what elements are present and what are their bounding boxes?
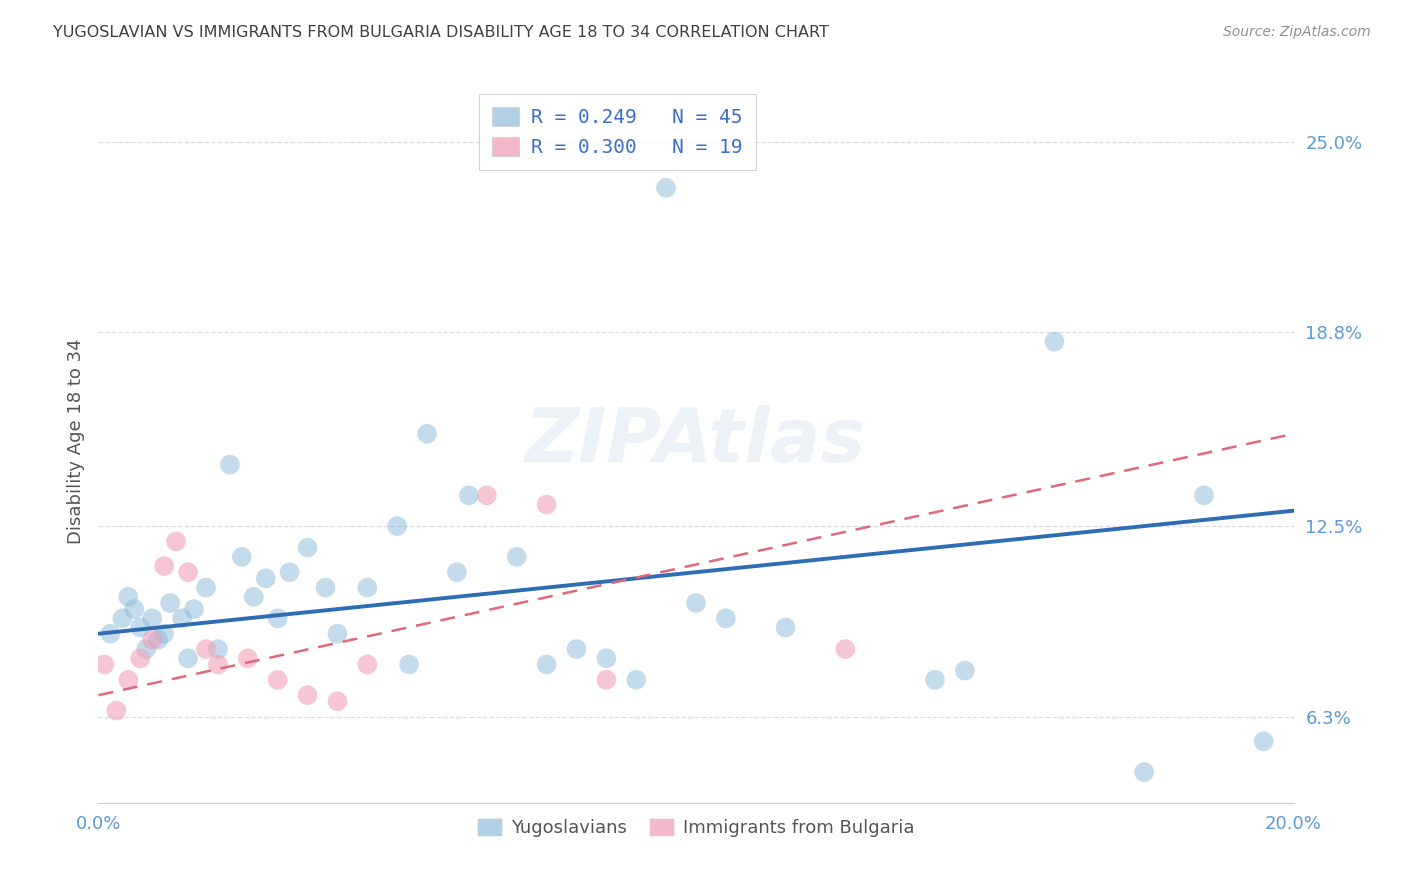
- Point: [1043, 334, 1066, 349]
- Point: [207, 657, 229, 672]
- Point: [356, 581, 378, 595]
- Point: [924, 673, 946, 687]
- Point: [398, 657, 420, 672]
- Point: [326, 694, 349, 708]
- Point: [172, 611, 194, 625]
- Point: [165, 534, 187, 549]
- Point: [834, 642, 856, 657]
- Point: [124, 602, 146, 616]
- Point: [536, 657, 558, 672]
- Point: [506, 549, 529, 564]
- Point: [267, 611, 290, 625]
- Point: [141, 611, 163, 625]
- Point: [177, 565, 200, 579]
- Point: [117, 673, 139, 687]
- Point: [236, 651, 259, 665]
- Point: [458, 488, 481, 502]
- Point: [195, 642, 218, 657]
- Legend: R = 0.249   N = 45, R = 0.300   N = 19: R = 0.249 N = 45, R = 0.300 N = 19: [478, 94, 756, 170]
- Point: [141, 632, 163, 647]
- Point: [231, 549, 253, 564]
- Point: [475, 488, 498, 502]
- Point: [135, 642, 157, 657]
- Point: [254, 571, 277, 585]
- Point: [626, 673, 648, 687]
- Point: [536, 498, 558, 512]
- Point: [183, 602, 205, 616]
- Point: [153, 626, 176, 640]
- Point: [177, 651, 200, 665]
- Text: ZIPAtlas: ZIPAtlas: [526, 405, 866, 478]
- Y-axis label: Disability Age 18 to 34: Disability Age 18 to 34: [66, 339, 84, 544]
- Point: [953, 664, 976, 678]
- Point: [595, 673, 617, 687]
- Point: [195, 581, 218, 595]
- Point: [685, 596, 707, 610]
- Point: [326, 626, 349, 640]
- Point: [297, 541, 319, 555]
- Point: [98, 626, 122, 640]
- Point: [595, 651, 617, 665]
- Point: [117, 590, 139, 604]
- Point: [105, 704, 128, 718]
- Point: [446, 565, 468, 579]
- Text: Source: ZipAtlas.com: Source: ZipAtlas.com: [1223, 25, 1371, 39]
- Point: [219, 458, 242, 472]
- Point: [297, 688, 319, 702]
- Point: [129, 651, 152, 665]
- Point: [93, 657, 115, 672]
- Point: [159, 596, 181, 610]
- Point: [153, 559, 176, 574]
- Text: YUGOSLAVIAN VS IMMIGRANTS FROM BULGARIA DISABILITY AGE 18 TO 34 CORRELATION CHAR: YUGOSLAVIAN VS IMMIGRANTS FROM BULGARIA …: [53, 25, 830, 40]
- Point: [385, 519, 409, 533]
- Point: [315, 581, 337, 595]
- Point: [714, 611, 737, 625]
- Point: [207, 642, 229, 657]
- Point: [565, 642, 588, 657]
- Point: [129, 621, 152, 635]
- Point: [1192, 488, 1215, 502]
- Point: [416, 426, 439, 441]
- Point: [243, 590, 266, 604]
- Point: [148, 632, 170, 647]
- Point: [1133, 765, 1156, 780]
- Point: [111, 611, 134, 625]
- Point: [356, 657, 378, 672]
- Point: [267, 673, 290, 687]
- Point: [278, 565, 301, 579]
- Point: [655, 181, 678, 195]
- Point: [1253, 734, 1275, 748]
- Point: [775, 621, 797, 635]
